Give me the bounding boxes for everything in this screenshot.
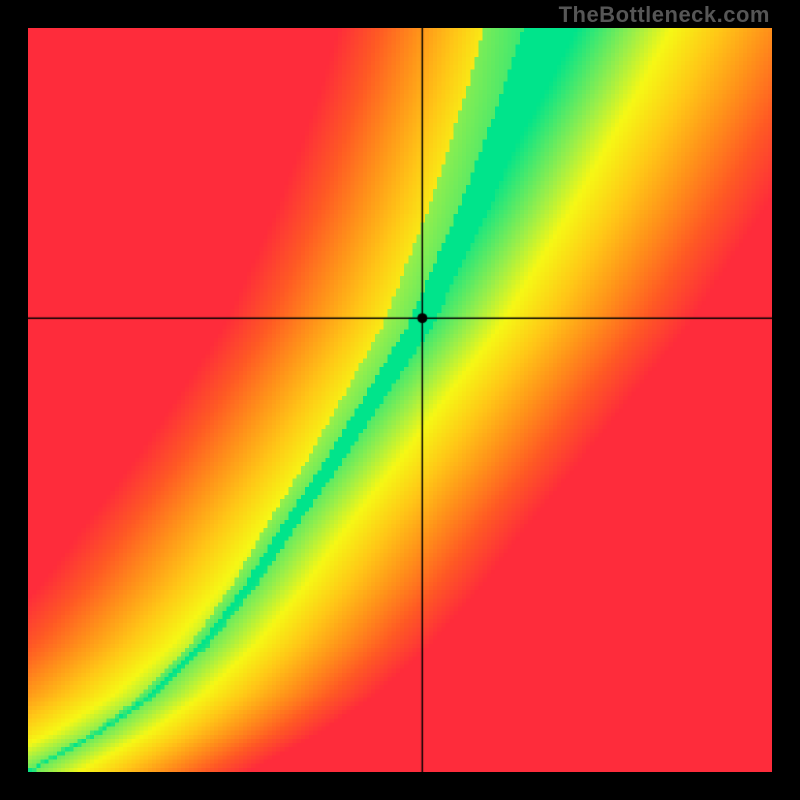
watermark-text: TheBottleneck.com <box>559 2 770 28</box>
crosshair-overlay <box>28 28 772 772</box>
